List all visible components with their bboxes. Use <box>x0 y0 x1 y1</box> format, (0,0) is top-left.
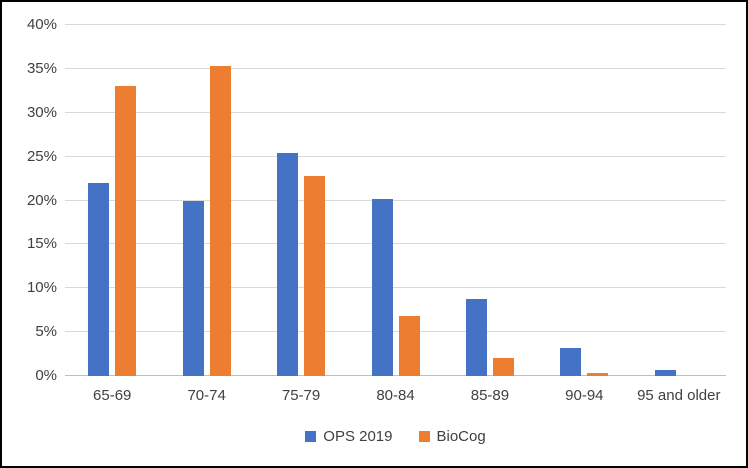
y-axis: 0% 5% 10% 15% 20% 25% 30% 35% 40% <box>2 2 57 466</box>
y-tick-label-0%: 0% <box>35 367 57 384</box>
y-tick-label-35%: 35% <box>26 59 57 77</box>
legend: OPS 2019 BioCog <box>65 428 726 445</box>
bar-ops-2019-65-69 <box>88 182 110 376</box>
x-axis-label-65-69: 65-69 <box>93 387 132 404</box>
gridline-5% <box>65 331 726 333</box>
x-axis-label-80-84: 80-84 <box>376 387 415 404</box>
y-tick-label-10%: 10% <box>26 279 57 297</box>
plot-area <box>65 24 726 376</box>
gridline-40% <box>65 24 726 25</box>
legend-swatch-ops-2019 <box>305 431 317 442</box>
x-axis-label-85-89: 85-89 <box>470 387 510 404</box>
gridline-10% <box>65 287 726 289</box>
x-axis-label-95-and-older: 95 and older <box>637 387 721 404</box>
gridline-30% <box>65 111 726 113</box>
bar-ops-2019-70-74 <box>182 201 204 376</box>
y-tick-label-5%: 5% <box>35 323 57 341</box>
bar-biocog-70-74 <box>209 66 231 376</box>
y-tick-label-40%: 40% <box>26 16 57 33</box>
x-axis-label-90-94: 90-94 <box>565 387 604 404</box>
bar-biocog-75-79 <box>304 175 326 376</box>
bar-ops-2019-80-84 <box>371 198 393 376</box>
gridline-15% <box>65 243 726 245</box>
bar-ops-2019-90-94 <box>560 347 582 376</box>
bar-biocog-90-94 <box>587 373 609 376</box>
y-tick-label-30%: 30% <box>26 103 57 121</box>
gridline-25% <box>65 155 726 157</box>
y-tick-label-20%: 20% <box>26 191 57 209</box>
gridline-20% <box>65 199 726 201</box>
x-axis-label-75-79: 75-79 <box>281 387 321 404</box>
gridline-35% <box>65 67 726 69</box>
gridline-0% <box>65 375 726 376</box>
legend-label-ops-2019: OPS 2019 <box>323 428 393 445</box>
legend-item-biocog: BioCog <box>418 428 486 445</box>
y-tick-label-15%: 15% <box>26 235 57 253</box>
legend-swatch-biocog <box>418 431 430 442</box>
bar-biocog-65-69 <box>115 85 137 376</box>
y-tick-label-25%: 25% <box>26 147 57 165</box>
bar-ops-2019-85-89 <box>465 298 487 376</box>
bar-biocog-85-89 <box>492 358 514 376</box>
legend-item-ops-2019: OPS 2019 <box>305 428 393 445</box>
bar-ops-2019-95-and-older <box>654 369 676 376</box>
x-axis-label-70-74: 70-74 <box>187 387 226 404</box>
bar-biocog-80-84 <box>398 316 420 376</box>
bar-ops-2019-75-79 <box>277 153 299 376</box>
legend-label-biocog: BioCog <box>436 428 486 445</box>
